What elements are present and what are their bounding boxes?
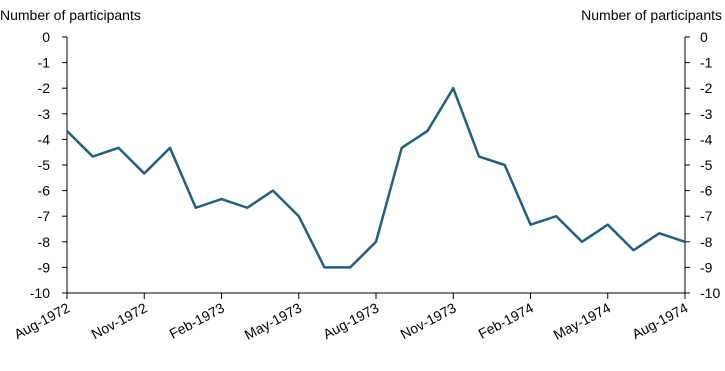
y2-tick-label: -2 (700, 80, 713, 96)
x-tick-label: May-1974 (551, 299, 614, 342)
y-tick-label: -1 (38, 55, 51, 71)
y2-tick-label: -4 (700, 131, 713, 147)
y2-tick-label: 0 (700, 29, 708, 45)
x-tick-label: Feb-1974 (475, 299, 536, 341)
y-tick-label: -5 (38, 157, 51, 173)
y-tick-label: -7 (38, 208, 51, 224)
y-axis-title: Number of participants (0, 7, 141, 23)
x-tick-label: Aug-1972 (11, 299, 72, 342)
x-tick-label: Aug-1974 (629, 299, 690, 342)
x-tick-label: Nov-1973 (398, 299, 459, 342)
y-tick-label: -3 (38, 106, 51, 122)
x-tick-label: Aug-1973 (320, 299, 381, 342)
data-line (66, 86, 686, 269)
y2-tick-label: -8 (700, 234, 713, 250)
y-tick-label: -8 (38, 234, 51, 250)
x-tick-label: Feb-1973 (166, 299, 227, 341)
y2-tick-label: -5 (700, 157, 713, 173)
x-tick-label: May-1973 (242, 299, 305, 342)
y-tick-label: 0 (42, 29, 50, 45)
y2-tick-label: -3 (700, 106, 713, 122)
y-tick-label: -9 (38, 259, 51, 275)
y2-tick-label: -1 (700, 55, 713, 71)
x-tick-label: Nov-1972 (89, 299, 150, 342)
y-tick-label: -6 (38, 183, 51, 199)
y-tick-label: -10 (30, 285, 50, 301)
y2-tick-label: -7 (700, 208, 713, 224)
y2-axis-title: Number of participants (581, 7, 722, 23)
y-tick-label: -4 (38, 131, 51, 147)
y-tick-label: -2 (38, 80, 51, 96)
y2-tick-label: -6 (700, 183, 713, 199)
y2-tick-label: -10 (700, 285, 720, 301)
y2-tick-label: -9 (700, 259, 713, 275)
